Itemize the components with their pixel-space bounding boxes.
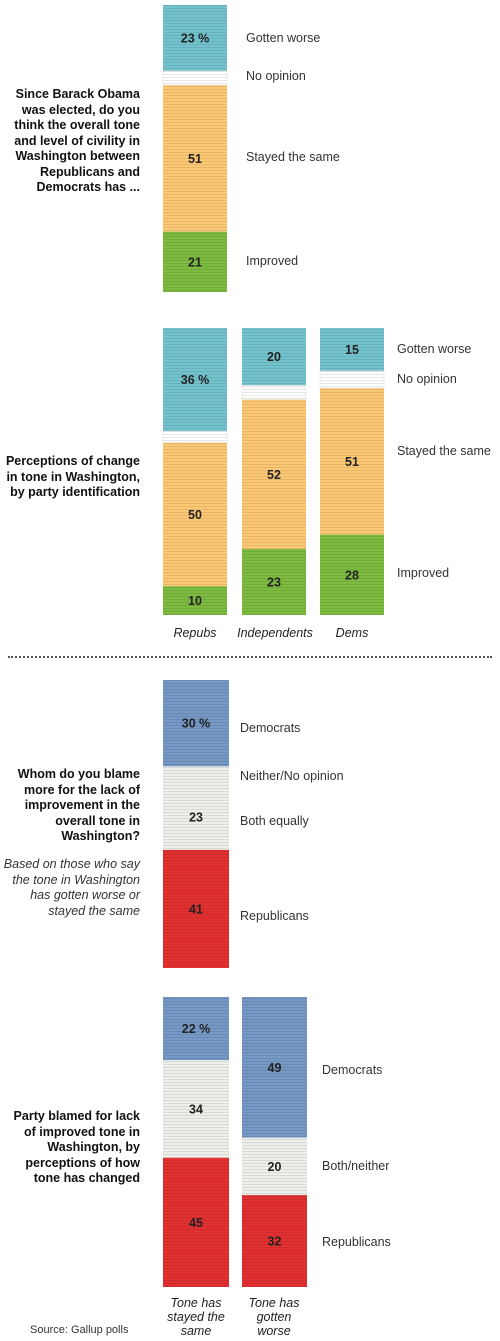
c2-label-gotten-worse: Gotten worse xyxy=(397,342,472,356)
chart3-republicans-texture xyxy=(163,849,229,968)
chart4-tone-has-gotten-worse-both-neither-value-label: 20 xyxy=(268,1160,282,1174)
chart2-dems-improved-texture xyxy=(320,534,384,615)
chart2-dems-gotten-worse-texture xyxy=(320,328,384,372)
chart4-tone-has-stayed-the-same-democrats-texture xyxy=(163,997,229,1061)
chart2-repubs-gotten-worse-value-label: 36 % xyxy=(181,373,210,387)
question-3-note: Based on those who say the tone in Washi… xyxy=(3,857,140,918)
chart3-both-equally-texture xyxy=(163,783,229,850)
c1-label-no-opinion: No opinion xyxy=(246,69,306,83)
chart3-both-equally-value-label: 23 xyxy=(189,810,203,824)
section-divider xyxy=(8,656,492,658)
chart4-tone-has-gotten-worse-democrats-value-label: 49 xyxy=(268,1061,282,1075)
chart2-dems-stayed-the-same-value-label: 51 xyxy=(345,455,359,469)
chart1-no-opinion-texture xyxy=(163,71,227,86)
c4-label-democrats: Democrats xyxy=(322,1063,383,1077)
chart2-dems-no-opinion-texture xyxy=(320,371,384,389)
c1-label-improved: Improved xyxy=(246,254,299,268)
c2-label-improved: Improved xyxy=(397,566,450,580)
c4-x-stayed-same-line-2: stayed the xyxy=(167,1310,225,1324)
chart2-independents-improved-value-label: 23 xyxy=(267,576,281,590)
chart3-neither-no-opinion-texture xyxy=(163,766,229,784)
c3-label-both: Both equally xyxy=(240,814,309,828)
c2-label-no-opinion: No opinion xyxy=(397,372,457,386)
chart1-stayed-the-same-texture xyxy=(163,85,227,232)
chart4-tone-has-gotten-worse-republicans-texture xyxy=(242,1195,307,1287)
c4-x-gotten-worse-line-3: worse xyxy=(257,1324,291,1338)
chart2-independents-no-opinion-texture xyxy=(242,385,306,400)
chart2-independents-improved-texture xyxy=(242,548,306,615)
c2-x-independents: Independents xyxy=(237,626,313,640)
chart4-tone-has-stayed-the-same-republicans-value-label: 45 xyxy=(189,1216,203,1230)
c2-label-stayed-same: Stayed the same xyxy=(397,444,491,458)
c4-x-gotten-worse-line-1: Tone has xyxy=(248,1296,300,1310)
c1-label-stayed-same: Stayed the same xyxy=(246,150,340,164)
c4-label-republicans: Republicans xyxy=(322,1235,391,1249)
chart4-tone-has-stayed-the-same-republicans-texture xyxy=(163,1157,229,1287)
chart3-democrats-texture xyxy=(163,680,229,767)
c1-label-gotten-worse: Gotten worse xyxy=(246,31,321,45)
chart2-independents-stayed-the-same-value-label: 52 xyxy=(267,468,281,482)
chart2-independents-gotten-worse-texture xyxy=(242,328,306,386)
chart2-independents-gotten-worse-value-label: 20 xyxy=(267,350,281,364)
chart2-dems-gotten-worse-value-label: 15 xyxy=(345,343,359,357)
c2-x-dems: Dems xyxy=(335,626,369,640)
c3-label-democrats: Democrats xyxy=(240,721,301,735)
chart1-improved-texture xyxy=(163,231,227,292)
c4-x-stayed-same-line-1: Tone has xyxy=(170,1296,222,1310)
chart2-repubs-no-opinion-texture xyxy=(163,431,227,443)
question-4-title: Party blamed for lack of improved tone i… xyxy=(13,1109,140,1185)
chart2-repubs-stayed-the-same-texture xyxy=(163,442,227,587)
chart2-independents-stayed-the-same-texture xyxy=(242,399,306,549)
chart4-tone-has-gotten-worse-both-neither-texture xyxy=(242,1137,307,1196)
c2-x-repubs: Repubs xyxy=(173,626,217,640)
chart1-improved-value-label: 21 xyxy=(188,255,202,269)
c3-label-neither: Neither/No opinion xyxy=(240,769,344,783)
c4-x-stayed-same-line-3: same xyxy=(180,1324,212,1338)
chart4-tone-has-stayed-the-same-both-neither-value-label: 34 xyxy=(189,1102,203,1116)
c4-x-stayed-same: Tone has stayed the same xyxy=(163,1296,229,1338)
chart2-repubs-stayed-the-same-value-label: 50 xyxy=(188,508,202,522)
chart1-gotten-worse-texture xyxy=(163,5,227,72)
chart2-repubs-gotten-worse-texture xyxy=(163,328,227,432)
c3-label-republicans: Republicans xyxy=(240,909,309,923)
chart1-stayed-the-same-value-label: 51 xyxy=(188,152,202,166)
chart2-repubs-improved-texture xyxy=(163,586,227,615)
chart2-repubs-improved-value-label: 10 xyxy=(188,594,202,608)
source-note: Source: Gallup polls xyxy=(30,1324,129,1336)
chart4-tone-has-gotten-worse-republicans-value-label: 32 xyxy=(268,1235,282,1249)
chart2-dems-improved-value-label: 28 xyxy=(345,568,359,582)
question-2-title: Perceptions of change in tone in Washing… xyxy=(5,454,140,499)
c4-x-gotten-worse: Tone has gotten worse xyxy=(241,1296,307,1338)
chart4-tone-has-gotten-worse-democrats-texture xyxy=(242,997,307,1138)
chart3-republicans-value-label: 41 xyxy=(189,902,203,916)
chart4-tone-has-stayed-the-same-democrats-value-label: 22 % xyxy=(182,1022,211,1036)
chart1-gotten-worse-value-label: 23 % xyxy=(181,32,210,46)
question-1-title: Since Barack Obama was elected, do you t… xyxy=(14,87,140,194)
chart4-tone-has-stayed-the-same-both-neither-texture xyxy=(163,1060,229,1158)
chart2-dems-stayed-the-same-texture xyxy=(320,388,384,535)
c4-x-gotten-worse-line-2: gotten xyxy=(256,1310,292,1324)
c4-label-both: Both/neither xyxy=(322,1159,390,1173)
question-3-title: Whom do you blame more for the lack of i… xyxy=(17,767,140,843)
chart3-democrats-value-label: 30 % xyxy=(182,717,211,731)
